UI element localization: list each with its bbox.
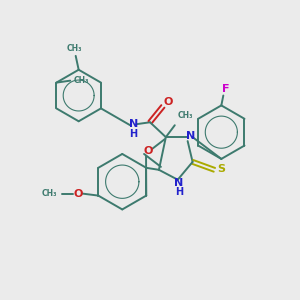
Text: O: O xyxy=(74,189,83,199)
Text: CH₃: CH₃ xyxy=(42,189,58,198)
Text: CH₃: CH₃ xyxy=(67,44,83,53)
Text: H: H xyxy=(129,129,137,139)
Text: S: S xyxy=(217,164,225,174)
Text: CH₃: CH₃ xyxy=(73,76,89,85)
Text: N: N xyxy=(186,131,195,141)
Text: O: O xyxy=(163,98,172,107)
Text: N: N xyxy=(128,119,138,129)
Text: N: N xyxy=(174,178,183,188)
Text: H: H xyxy=(175,187,183,196)
Text: CH₃: CH₃ xyxy=(178,111,193,120)
Text: F: F xyxy=(221,84,229,94)
Text: O: O xyxy=(143,146,153,156)
